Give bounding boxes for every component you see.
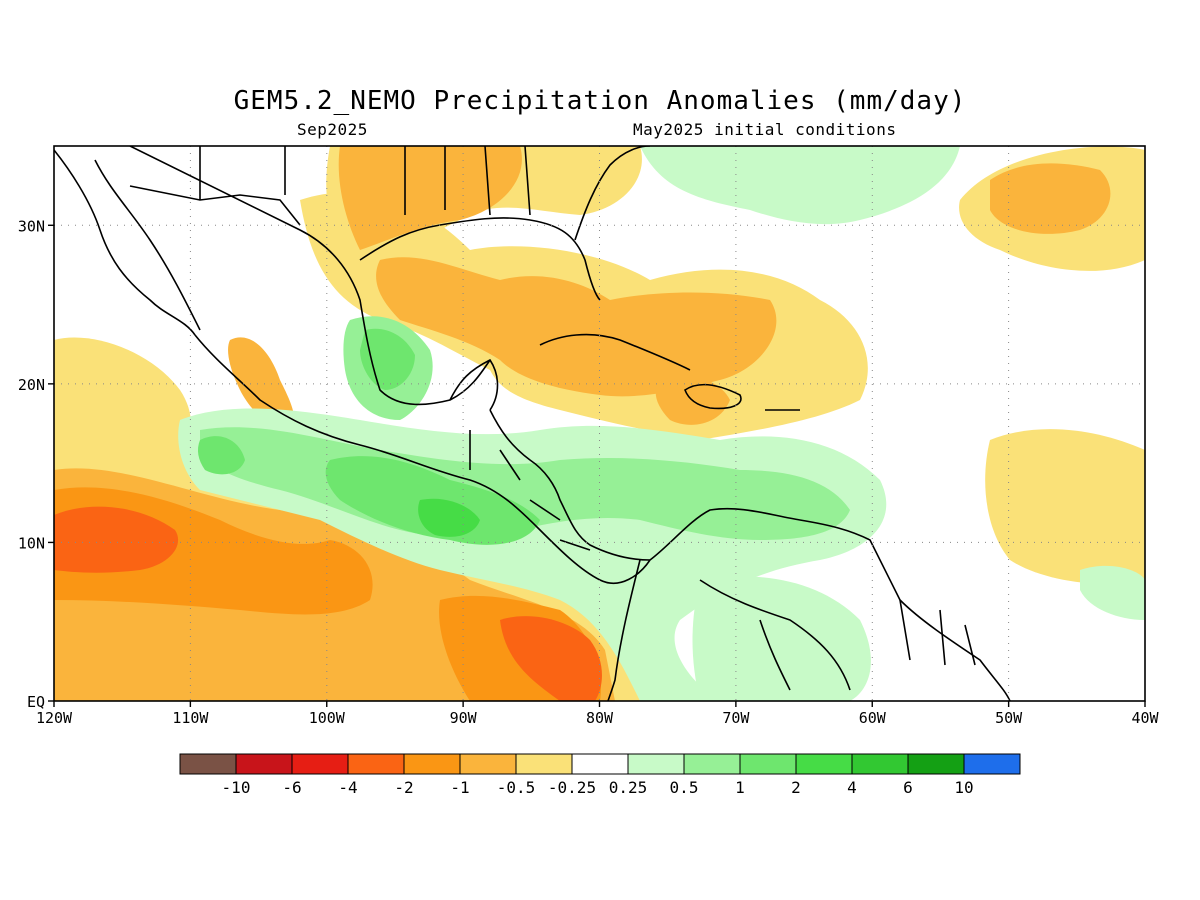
border-guianas [899, 599, 976, 666]
dry-region-minus4-pacific [54, 506, 179, 573]
coast-baja-california [54, 149, 196, 336]
coast-yucatan [449, 358, 499, 411]
border-central-america [469, 430, 591, 551]
coast-hispaniola [684, 383, 742, 410]
colorbar-swatch [515, 753, 573, 775]
initial-conditions: May2025 initial conditions [633, 120, 897, 139]
coast-colombia-pacific [607, 559, 641, 701]
colorbar-swatch [235, 753, 293, 775]
colorbar-label: -10 [222, 778, 251, 797]
colorbar-label: 0.25 [609, 778, 648, 797]
colorbar-label: -1 [450, 778, 469, 797]
colorbar-label: -0.5 [497, 778, 536, 797]
colorbar-label: 0.5 [670, 778, 699, 797]
colorbar-label: 2 [791, 778, 801, 797]
colorbar-swatch [571, 753, 629, 775]
colorbar-swatch [459, 753, 517, 775]
colorbar-label: 1 [735, 778, 745, 797]
colorbar-label: 10 [954, 778, 973, 797]
dry-region-minus4-colombia [500, 616, 602, 701]
coast-us-gulf [359, 217, 601, 301]
colorbar-label: 4 [847, 778, 857, 797]
dry-region-minus1-mexico [228, 337, 295, 430]
valid-month: Sep2025 [297, 120, 368, 139]
coast-florida-east [574, 146, 651, 241]
coastlines [54, 146, 1011, 701]
coast-gulf-of-mexico [129, 146, 491, 406]
lon-tick-label: 110W [172, 709, 209, 727]
colorbar-swatch [907, 753, 965, 775]
anomaly-field [54, 146, 1145, 701]
positive-anomaly-shading [178, 146, 1145, 701]
colorbar-swatch [347, 753, 405, 775]
wet-region-plus4 [418, 498, 480, 537]
chart-title: GEM5.2_NEMO Precipitation Anomalies (mm/… [233, 86, 967, 116]
colorbar-label: -4 [338, 778, 357, 797]
lon-tick-label: 80W [586, 709, 614, 727]
lat-tick-label: 20N [18, 376, 45, 394]
wet-region-plus2-yucatan [360, 328, 415, 390]
dry-region-minus1-gulf [376, 257, 777, 397]
lat-tick-label: 10N [18, 534, 45, 552]
colorbar-swatch [179, 753, 237, 775]
lat-tick-label: EQ [27, 693, 45, 711]
border-mexico-us [129, 185, 301, 226]
lon-tick-label: 120W [36, 709, 73, 727]
dry-region-atlantic-east [985, 429, 1145, 584]
lon-tick-label: 70W [722, 709, 750, 727]
colorbar-swatch [683, 753, 741, 775]
colorbar-label: 6 [903, 778, 913, 797]
border-us-states [199, 146, 531, 216]
colorbar-swatch [963, 753, 1021, 775]
lon-tick-label: 60W [859, 709, 887, 727]
graticule [54, 146, 1145, 701]
lon-tick-label: 50W [995, 709, 1023, 727]
colorbar-swatch [739, 753, 797, 775]
coast-gulf-of-california [94, 159, 201, 331]
lon-tick-label: 40W [1131, 709, 1159, 727]
coast-cuba [539, 333, 691, 371]
colorbar-swatch [795, 753, 853, 775]
wet-region-atlantic-north [640, 146, 960, 225]
longitude-axis: 120W 110W 100W 90W 80W 70W 60W 50W 40W [36, 701, 1160, 727]
colorbar-swatch [403, 753, 461, 775]
dry-region-mexico-pacific [54, 337, 191, 460]
colorbar-swatch [851, 753, 909, 775]
colorbar-swatch [627, 753, 685, 775]
border-south-america-interior [699, 579, 851, 691]
dry-region-minus1-atlantic [990, 163, 1111, 234]
coast-central-america-caribbean [489, 409, 651, 561]
colorbar-label: -6 [282, 778, 301, 797]
colorbar: -10 -6 -4 -2 -1 -0.5 -0.25 0.25 0.5 1 2 4 6 10 [179, 753, 1021, 797]
dry-region-minus1-north [338, 146, 522, 250]
lon-tick-label: 90W [450, 709, 478, 727]
wet-region-plus2-pacific [197, 436, 245, 475]
negative-anomaly-shading [54, 146, 1145, 701]
coast-south-america-north [649, 507, 1011, 701]
colorbar-label: -2 [394, 778, 413, 797]
wet-region-atlantic-east [1080, 565, 1145, 620]
latitude-axis: EQ 10N 20N 30N [18, 217, 54, 711]
coast-mexico-pacific [194, 334, 651, 585]
wet-region-south-america [692, 576, 871, 701]
colorbar-label: -0.25 [548, 778, 596, 797]
colorbar-swatch [291, 753, 349, 775]
lat-tick-label: 30N [18, 217, 45, 235]
lon-tick-label: 100W [309, 709, 346, 727]
